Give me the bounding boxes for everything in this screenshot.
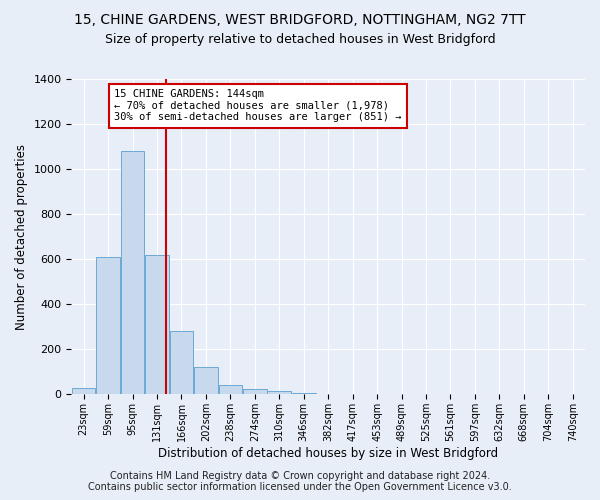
- Bar: [170, 331, 193, 394]
- Text: Contains HM Land Registry data © Crown copyright and database right 2024.
Contai: Contains HM Land Registry data © Crown c…: [88, 471, 512, 492]
- X-axis label: Distribution of detached houses by size in West Bridgford: Distribution of detached houses by size …: [158, 447, 498, 460]
- Text: 15, CHINE GARDENS, WEST BRIDGFORD, NOTTINGHAM, NG2 7TT: 15, CHINE GARDENS, WEST BRIDGFORD, NOTTI…: [74, 12, 526, 26]
- Bar: [218, 386, 242, 394]
- Text: Size of property relative to detached houses in West Bridgford: Size of property relative to detached ho…: [104, 32, 496, 46]
- Bar: [145, 254, 169, 394]
- Bar: [194, 368, 218, 394]
- Bar: [268, 391, 291, 394]
- Text: 15 CHINE GARDENS: 144sqm
← 70% of detached houses are smaller (1,978)
30% of sem: 15 CHINE GARDENS: 144sqm ← 70% of detach…: [114, 89, 402, 122]
- Bar: [96, 257, 120, 394]
- Y-axis label: Number of detached properties: Number of detached properties: [15, 144, 28, 330]
- Bar: [292, 393, 316, 394]
- Bar: [243, 388, 266, 394]
- Bar: [72, 388, 95, 394]
- Bar: [121, 151, 145, 394]
